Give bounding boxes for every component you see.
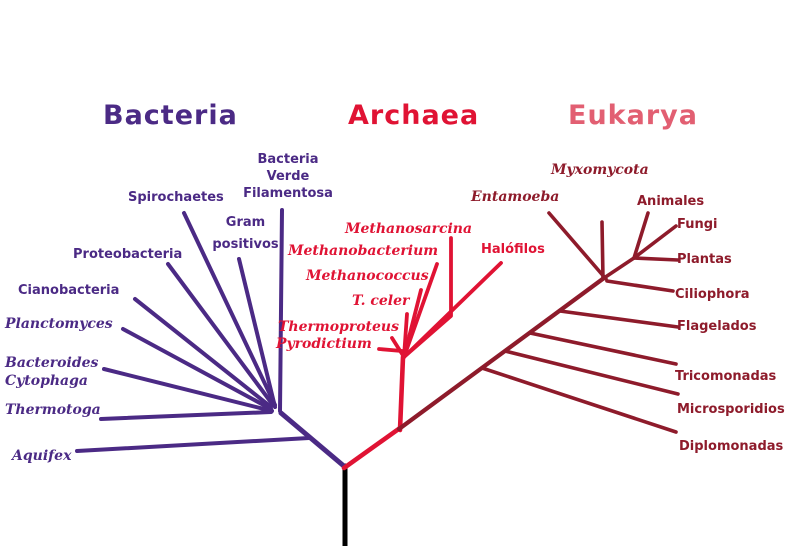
label-entamoeba: Entamoeba (471, 189, 560, 205)
label-diplomonadas: Diplomonadas (679, 439, 784, 454)
label-t-celer: T. celer (352, 293, 410, 309)
branch-tricomonadas (528, 331, 678, 366)
label-animales: Animales (637, 194, 705, 209)
label-flagelados: Flagelados (677, 319, 757, 334)
branch-flagelados (558, 309, 680, 329)
label-myxomycota: Myxomycota (551, 162, 649, 178)
title-archaea: Archaea (348, 100, 480, 131)
branch-spirochaetes (182, 211, 277, 407)
branch-gram-positivos (237, 257, 277, 409)
label-aquifex: Aquifex (12, 448, 72, 464)
label-microsporidios: Microsporidios (677, 402, 785, 417)
label-thermoproteus: Thermoproteus (278, 319, 399, 335)
branch-eukarya-crown-link (602, 256, 636, 280)
branch-proteobacteria (166, 262, 275, 407)
title-bacteria: Bacteria (103, 100, 238, 131)
branch-pyrodictium (377, 347, 404, 353)
label-thermotoga: Thermotoga (5, 402, 101, 418)
title-eukarya: Eukarya (568, 100, 698, 131)
label-methanobacterium: Methanobacterium (288, 243, 439, 259)
branch-eukarya-trunk (396, 275, 607, 432)
branch-animales (632, 211, 650, 260)
label-proteobacteria: Proteobacteria (73, 247, 183, 262)
branch-planctomyces (121, 327, 273, 411)
branch-ciliophora (605, 279, 675, 293)
branch-archaea-eukarya-trunk (341, 425, 403, 471)
label-bacteria-verde-filamentosa: Bacteria Verde Filamentosa (243, 152, 333, 201)
branch-halofilos (402, 261, 503, 359)
label-ciliophora: Ciliophora (675, 287, 750, 302)
branch-archaea-trunk (397, 354, 406, 433)
label-plantas: Plantas (677, 252, 732, 267)
branch-thermotoga (99, 410, 273, 421)
branch-bacteria-trunk (278, 410, 348, 470)
branch-microsporidios (503, 349, 680, 396)
branch-entamoeba (547, 211, 608, 281)
label-halofilos: Halófilos (481, 242, 545, 257)
branch-bacteria-verde-filamentosa (278, 208, 284, 413)
label-fungi: Fungi (677, 217, 718, 232)
branch-t-celer (402, 312, 409, 359)
branch-plantas (632, 256, 680, 262)
branch-fungi (632, 224, 678, 260)
branch-bacteroides-cytophaga (102, 367, 274, 413)
label-pyrodictium: Pyrodictium (276, 336, 372, 352)
label-gram-positivos: Gram positivos (212, 215, 279, 252)
label-cianobacteria: Cianobacteria (18, 283, 120, 298)
branch-diplomonadas (480, 366, 678, 434)
branch-thermoproteus (390, 336, 406, 359)
label-spirochaetes: Spirochaetes (128, 190, 224, 205)
label-planctomyces: Planctomyces (5, 316, 113, 332)
branch-aquifex (75, 436, 311, 453)
label-methanosarcina: Methanosarcina (345, 221, 473, 237)
label-bacteroides-cytophaga: Bacteroides Cytophaga (5, 355, 99, 389)
branch-methanococcus (402, 288, 423, 359)
label-tricomonadas: Tricomonadas (675, 369, 777, 384)
branch-cianobacteria (133, 297, 273, 409)
label-methanococcus: Methanococcus (306, 268, 429, 284)
branch-myxomycota (600, 220, 605, 281)
